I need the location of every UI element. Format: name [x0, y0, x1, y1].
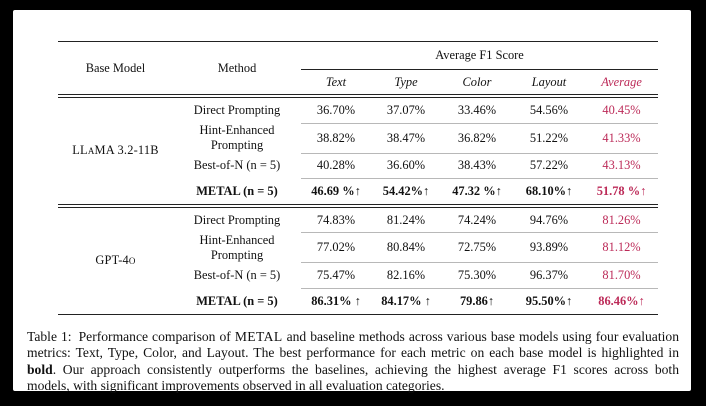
method-cell: METAL (n = 5) [196, 293, 278, 308]
score-cell: 36.82% [441, 123, 513, 154]
score-cell: 37.07% [371, 96, 441, 124]
score-cell: 75.30% [441, 262, 513, 289]
score-cell: 74.24% [441, 205, 513, 234]
score-cell: 86.31% ↑ [311, 293, 361, 308]
model-group: LLaMA 3.2-11B Direct Prompting 36.70% 37.07… [58, 96, 659, 206]
score-cell: 94.76% [513, 205, 585, 234]
header-method: Method [217, 60, 257, 75]
score-cell: 46.69 %↑ [311, 183, 361, 198]
method-cell: METAL (n = 5) [196, 183, 278, 198]
score-cell: 36.60% [371, 153, 441, 180]
score-cell: 93.89% [513, 232, 585, 264]
header-row-metrics: Text Type Color Layout Average [58, 70, 658, 97]
score-cell: 54.56% [513, 96, 585, 124]
header-base-model: Base Model [85, 60, 146, 75]
score-cell: 75.47% [301, 262, 371, 289]
score-cell: 82.16% [371, 262, 441, 289]
score-cell: 77.02% [301, 232, 371, 264]
score-cell: 81.24% [371, 205, 441, 234]
score-cell: 38.47% [371, 123, 441, 154]
table-row: Best-of-N (n = 5) 40.28% 36.60% 38.43% 57.22… [58, 153, 659, 180]
score-cell: 38.82% [301, 123, 371, 154]
caption-label: Table 1: [27, 328, 72, 344]
table-row: Hint-Enhanced Prompting 77.02% 80.84% 72.75… [58, 232, 659, 264]
score-cell: 79.86↑ [459, 293, 495, 308]
score-cell: 74.83% [301, 205, 371, 234]
score-cell: 86.46%↑ [598, 293, 645, 308]
score-cell: 33.46% [441, 96, 513, 124]
score-cell: 95.50%↑ [525, 293, 573, 308]
table-row: Best-of-N (n = 5) 75.47% 82.16% 75.30% 96.37… [58, 262, 659, 289]
method-cell: Hint-Enhanced Prompting [199, 232, 275, 262]
score-cell: 81.26% [585, 205, 659, 234]
caption-text: . Our approach consistently outperforms … [27, 361, 679, 394]
score-cell: 80.84% [371, 232, 441, 264]
score-cell: 68.10%↑ [525, 183, 573, 198]
results-table: Base Model Method Average F1 Score Text T… [58, 41, 659, 315]
score-cell: 81.70% [585, 262, 659, 289]
table-header: Base Model Method Average F1 Score Text T… [58, 41, 659, 97]
caption-text: Performance comparison of [78, 328, 231, 344]
score-cell: 40.45% [585, 96, 659, 124]
caption-metal-word: METAL [234, 328, 283, 344]
score-cell: 41.33% [585, 123, 659, 154]
metal-row: METAL (n = 5) 86.31% ↑ 84.17% ↑ 79.86↑ 95.50… [58, 288, 658, 314]
score-cell: 43.13% [585, 153, 659, 180]
score-cell: 47.32 %↑ [452, 183, 502, 198]
method-cell: Best-of-N (n = 5) [193, 158, 281, 173]
score-cell: 96.37% [513, 262, 585, 289]
column-header-color: Color [462, 74, 492, 89]
method-cell: Best-of-N (n = 5) [193, 268, 281, 283]
caption-bold-word: bold [27, 361, 53, 377]
table-row: GPT-4o Direct Prompting 74.83% 81.24% 74.24%… [58, 205, 659, 267]
column-header-text: Text [325, 74, 347, 89]
score-cell: 51.78 %↑ [596, 183, 647, 198]
method-cell: Direct Prompting [193, 103, 281, 118]
method-cell: Hint-Enhanced Prompting [199, 123, 275, 153]
score-cell: 38.43% [441, 153, 513, 180]
method-cell: Direct Prompting [193, 212, 281, 227]
model-group: GPT-4o Direct Prompting 74.83% 81.24% 74.24%… [58, 205, 659, 314]
score-cell: 51.22% [513, 123, 585, 154]
paper-page: Base Model Method Average F1 Score Text T… [13, 10, 691, 393]
caption-text: and baseline methods across various base… [27, 328, 679, 361]
table-row: LLaMA 3.2-11B Direct Prompting 36.70% 37.07… [58, 96, 659, 157]
column-header-type: Type [394, 74, 418, 89]
table-row: Hint-Enhanced Prompting 38.82% 38.47% 36.82… [58, 123, 659, 154]
score-cell: 84.17% ↑ [381, 293, 431, 308]
score-cell: 36.70% [301, 96, 371, 124]
score-cell: 54.42%↑ [382, 183, 430, 198]
base-model-cell: LLaMA 3.2-11B [72, 143, 159, 158]
column-header-layout: Layout [531, 74, 567, 89]
score-cell: 72.75% [441, 232, 513, 264]
score-cell: 57.22% [513, 153, 585, 180]
header-row-top: Base Model Method Average F1 Score [58, 41, 659, 75]
column-header-average: Average [601, 74, 642, 89]
metal-row: METAL (n = 5) 46.69 %↑ 54.42%↑ 47.32 %↑ 68.1… [58, 179, 658, 206]
header-average-f1-score: Average F1 Score [301, 41, 659, 70]
base-model-cell: GPT-4o [95, 253, 136, 268]
score-cell: 40.28% [301, 153, 371, 180]
score-cell: 81.12% [585, 232, 659, 264]
table-caption: Table 1: Performance comparison of METAL… [27, 329, 679, 395]
